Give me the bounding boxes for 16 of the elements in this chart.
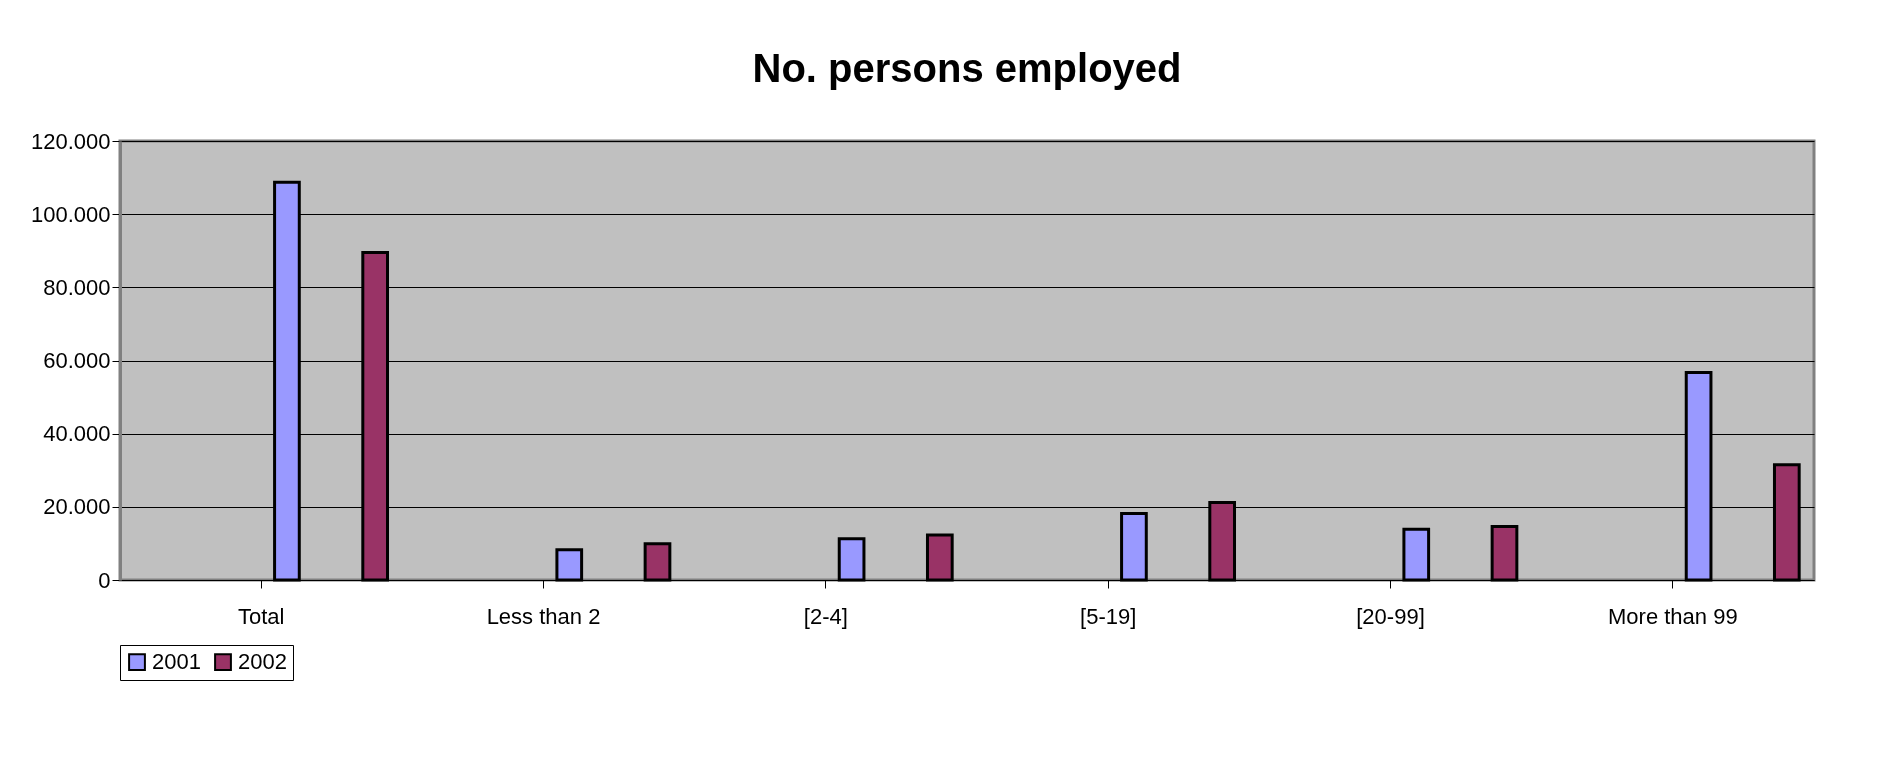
x-tick-label: Less than 2: [486, 603, 601, 629]
y-tick-label: 60.000: [43, 348, 111, 373]
legend-label: 2002: [238, 649, 287, 675]
x-tick-label: More than 99: [1608, 603, 1738, 629]
y-tick-label: 100.000: [30, 201, 111, 227]
x-tick-label: [5-19]: [1080, 603, 1137, 629]
y-tick-label: 40.000: [43, 421, 111, 447]
y-tick-label: 0: [98, 567, 111, 593]
legend-label: 2001: [152, 649, 201, 675]
x-tick-label: [20-99]: [1356, 603, 1425, 629]
x-tick-label: Total: [237, 603, 285, 629]
y-tick-label: 80.000: [43, 274, 111, 300]
y-tick-label: 20.000: [43, 494, 111, 520]
chart-title: No. persons employed: [752, 46, 1182, 90]
x-tick-label: [2-4]: [803, 603, 848, 629]
y-tick-label: 120.000: [30, 128, 111, 154]
